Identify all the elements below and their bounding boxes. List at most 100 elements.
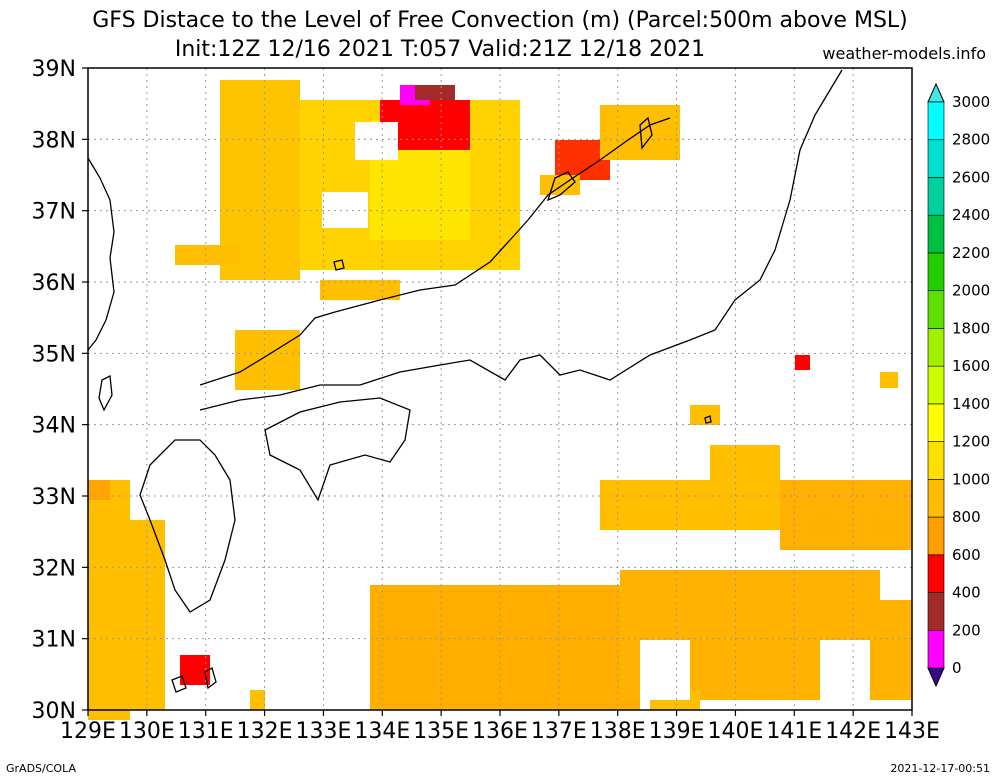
lon-label: 129E [60, 719, 116, 744]
field-cell [880, 372, 898, 388]
lon-label: 133E [295, 719, 351, 744]
field-cell [780, 480, 912, 550]
colorbar-label: 2800 [952, 131, 990, 149]
colorbar-label: 600 [952, 546, 981, 564]
coastline-oki [333, 259, 345, 271]
chart-title: GFS Distace to the Level of Free Convect… [92, 8, 908, 33]
lon-label: 132E [237, 719, 293, 744]
colorbar-label: 0 [952, 659, 962, 677]
coastline-izu [704, 415, 712, 424]
field-cell [235, 330, 300, 390]
field-cell [175, 245, 240, 265]
lat-label: 31N [32, 628, 76, 653]
coastline-layer [87, 69, 843, 693]
source-site: weather-models.info [822, 44, 986, 63]
coastline-yakushima [171, 675, 187, 693]
colorbar-label: 2600 [952, 168, 990, 186]
field-cell [690, 405, 720, 425]
colorbar-segment [927, 516, 945, 556]
colorbar-label: 1000 [952, 470, 990, 488]
lat-label: 38N [32, 128, 76, 153]
field-cell [180, 655, 210, 685]
colorbar-segment [927, 177, 945, 216]
no-data-gap [322, 192, 368, 228]
field-cell [370, 585, 640, 710]
colorbar-segment [927, 365, 945, 405]
lat-label: 33N [32, 485, 76, 510]
footer-timestamp: 2021-12-17-00:51 [890, 762, 990, 775]
colorbar: 0 200 400 600 800 1000 1200 1400 1600 1800 2000 220… [927, 82, 990, 688]
lon-label: 142E [825, 719, 881, 744]
colorbar-segment [927, 441, 945, 480]
lon-label: 137E [531, 719, 587, 744]
field-cell [795, 355, 810, 370]
colorbar-segment [927, 214, 945, 254]
colorbar-label: 2400 [952, 206, 990, 224]
colorbar-label: 2200 [952, 244, 990, 262]
coastline-sado [639, 116, 653, 150]
lon-label: 136E [472, 719, 528, 744]
colorbar-segment [927, 290, 945, 329]
lat-label: 35N [32, 342, 76, 367]
colorbar-label: 400 [952, 584, 981, 602]
colorbar-segment [927, 101, 945, 141]
lfc-field-layer [88, 80, 912, 720]
field-cell [710, 445, 780, 480]
footer-software: GrADS/COLA [6, 762, 76, 775]
lon-label: 143E [884, 719, 940, 744]
colorbar-label: 1400 [952, 395, 990, 413]
colorbar-label: 1200 [952, 433, 990, 451]
field-cell [130, 520, 165, 710]
colorbar-over [927, 82, 945, 103]
coastline-kyushu [139, 439, 236, 613]
lon-label: 130E [119, 719, 175, 744]
colorbar-segment [927, 629, 945, 669]
colorbar-label: 1600 [952, 357, 990, 375]
colorbar-segment [927, 554, 945, 593]
lon-label: 131E [178, 719, 234, 744]
colorbar-segment [927, 139, 945, 178]
lon-label: 134E [354, 719, 410, 744]
coastline-honshu-north [199, 117, 671, 386]
coastline-shikoku [264, 397, 411, 502]
field-cell [88, 480, 130, 720]
colorbar-segment [927, 403, 945, 442]
coastline-korea [87, 157, 115, 351]
lat-label: 37N [32, 200, 76, 225]
colorbar-under [927, 667, 945, 688]
lon-label: 140E [707, 719, 763, 744]
no-data-gap [820, 640, 870, 700]
lat-label: 30N [32, 699, 76, 724]
no-data-gap [355, 122, 398, 160]
colorbar-segment [927, 592, 945, 631]
colorbar-segment [927, 479, 945, 518]
coastline-tanegashima [204, 667, 217, 690]
field-cell [250, 690, 265, 710]
lat-label: 34N [32, 414, 76, 439]
field-cell [320, 280, 400, 300]
coastline-noto [546, 171, 576, 202]
colorbar-label: 1800 [952, 319, 990, 337]
colorbar-segment [927, 328, 945, 367]
colorbar-label: 200 [952, 621, 981, 639]
lat-label: 36N [32, 271, 76, 296]
lon-label: 138E [590, 719, 646, 744]
lon-label: 135E [413, 719, 469, 744]
axes-layer: 129E 130E 131E 132E 133E 134E 135E 136E 137E 138E… [32, 57, 940, 744]
colorbar-segment [927, 252, 945, 291]
lon-label: 139E [649, 719, 705, 744]
colorbar-label: 800 [952, 508, 981, 526]
coastline-honshu-south [199, 69, 843, 411]
field-cell [600, 480, 780, 530]
field-cell [415, 85, 455, 100]
chart-subtitle: Init:12Z 12/16 2021 T:057 Valid:21Z 12/1… [174, 37, 706, 62]
lat-label: 39N [32, 57, 76, 82]
colorbar-label: 2000 [952, 282, 990, 300]
field-cell [88, 480, 110, 500]
no-data-gap [880, 555, 912, 600]
no-data-gap [640, 640, 690, 700]
colorbar-label: 3000 [952, 93, 990, 111]
coastline-tsushima [98, 374, 113, 412]
lon-label: 141E [766, 719, 822, 744]
